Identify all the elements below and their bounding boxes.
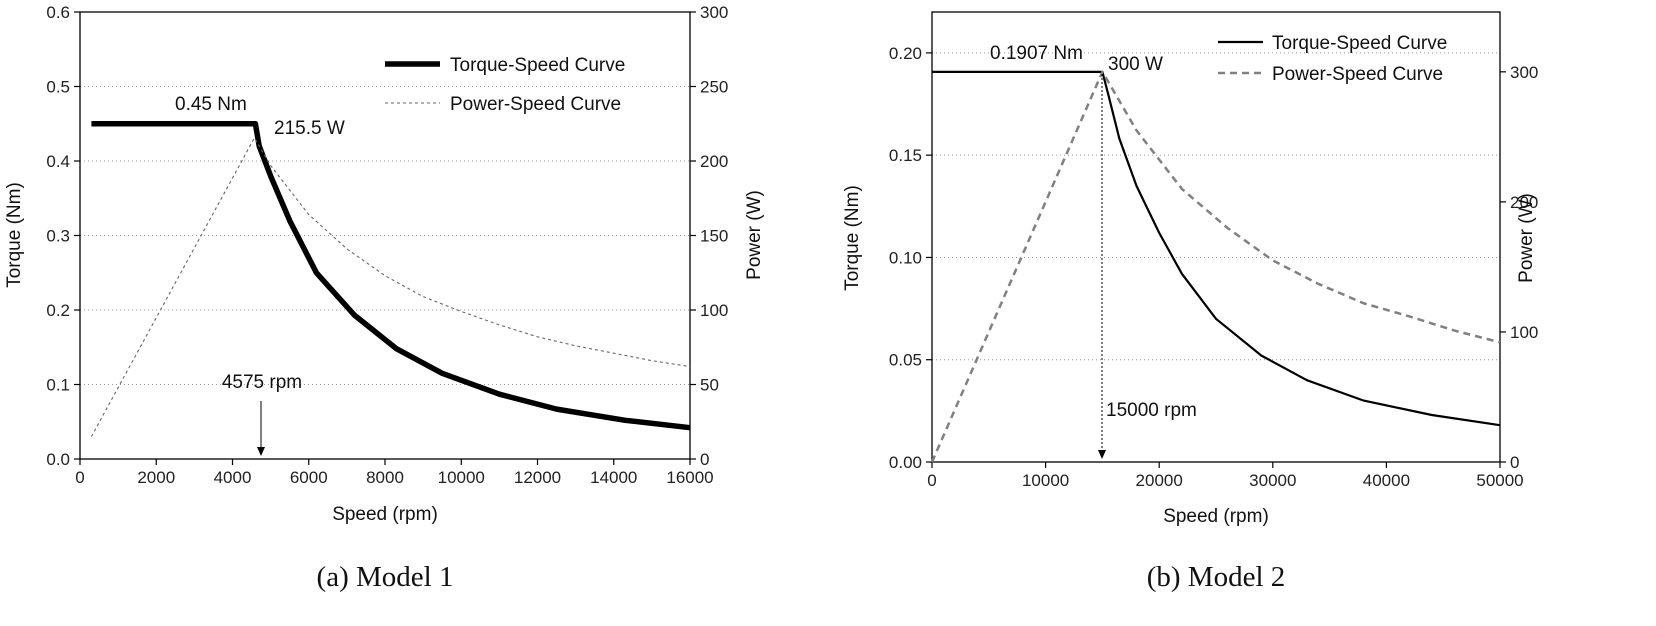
legend-label: Torque-Speed Curve	[1272, 33, 1447, 54]
y-tick-label: 0.0	[46, 450, 70, 469]
legend-label: Torque-Speed Curve	[450, 55, 625, 76]
y2-tick-label: 300	[1510, 63, 1538, 82]
y-tick-label: 0.1	[46, 376, 70, 395]
legend-label: Power-Speed Curve	[450, 94, 621, 115]
grid-lines	[80, 86, 690, 385]
y2-axis-label: Power (W)	[744, 190, 765, 280]
torque-annotation: 0.1907 Nm	[990, 43, 1083, 64]
y2-tick-label: 200	[700, 152, 728, 171]
power-annotation: 300 W	[1108, 54, 1163, 75]
y-tick-label: 0.00	[889, 453, 922, 472]
y-tick-label: 0.15	[889, 146, 922, 165]
power-speed-line	[930, 70, 1501, 463]
y2-axis-ticks: 0 50 100 150 200 250 300	[690, 3, 728, 469]
x-axis-label: Speed (rpm)	[332, 504, 438, 525]
y-axis-label: Torque (Nm)	[4, 182, 25, 288]
x-tick-label: 10000	[1022, 471, 1069, 490]
torque-speed-line	[932, 70, 1501, 427]
y-tick-label: 0.5	[46, 78, 70, 97]
y-tick-label: 0.2	[46, 301, 70, 320]
x-tick-label: 16000	[666, 468, 713, 487]
chart-model-1: 0 2000 4000 6000 8000 10000 12000 14000 16000 0.…	[4, 3, 765, 593]
x-tick-label: 14000	[590, 468, 637, 487]
y-tick-label: 0.05	[889, 351, 922, 370]
power-speed-line	[90, 137, 691, 437]
y2-tick-label: 250	[700, 78, 728, 97]
y2-tick-label: 0	[1510, 453, 1519, 472]
y-tick-label: 0.4	[46, 152, 70, 171]
y2-tick-label: 100	[700, 301, 728, 320]
y2-tick-label: 50	[700, 376, 719, 395]
speed-annotation: 15000 rpm	[1106, 400, 1197, 421]
y-tick-label: 0.20	[889, 44, 922, 63]
x-tick-label: 0	[927, 471, 936, 490]
legend-label: Power-Speed Curve	[1272, 64, 1443, 85]
speed-arrow-head	[1098, 450, 1106, 459]
chart-caption: (a) Model 1	[317, 561, 454, 593]
y2-tick-label: 100	[1510, 323, 1538, 342]
x-tick-label: 2000	[137, 468, 175, 487]
annotation-group: 0.1907 Nm 300 W 15000 rpm	[990, 43, 1197, 459]
x-tick-label: 12000	[514, 468, 561, 487]
speed-annotation: 4575 rpm	[222, 372, 302, 393]
chart-caption: (b) Model 2	[1147, 561, 1286, 593]
y2-axis-ticks: 0 100 200 300	[1500, 63, 1538, 472]
legend: Torque-Speed Curve Power-Speed Curve	[385, 55, 625, 115]
series-group	[90, 121, 691, 437]
x-tick-label: 40000	[1363, 471, 1410, 490]
x-tick-label: 0	[75, 468, 84, 487]
x-tick-label: 4000	[214, 468, 252, 487]
y2-tick-label: 0	[700, 450, 709, 469]
y-axis-label: Torque (Nm)	[842, 185, 863, 291]
x-tick-label: 6000	[290, 468, 328, 487]
y2-tick-label: 200	[1510, 193, 1538, 212]
annotation-group: 0.45 Nm 215.5 W 4575 rpm	[175, 94, 345, 456]
chart-model-2: 0 10000 20000 30000 40000 50000 0.000.050.100…	[842, 11, 1538, 593]
y-tick-label: 0.10	[889, 248, 922, 267]
y2-tick-label: 150	[700, 227, 728, 246]
y-axis-ticks: 0.0 0.1 0.2 0.3 0.4 0.5 0.6	[46, 3, 80, 469]
y-axis-ticks: 0.00 0.05 0.10 0.15 0.20	[889, 44, 932, 472]
x-tick-label: 8000	[366, 468, 404, 487]
y-tick-label: 0.3	[46, 227, 70, 246]
x-tick-label: 10000	[438, 468, 485, 487]
series-group	[930, 70, 1501, 463]
power-annotation: 215.5 W	[274, 118, 345, 139]
grid-lines	[932, 52, 1500, 361]
x-axis-ticks: 0 10000 20000 30000 40000 50000	[927, 462, 1524, 490]
plot-frame	[931, 11, 1501, 463]
speed-arrow-head	[257, 447, 265, 456]
x-tick-label: 30000	[1249, 471, 1296, 490]
torque-annotation: 0.45 Nm	[175, 94, 247, 115]
legend: Torque-Speed Curve Power-Speed Curve	[1218, 33, 1447, 85]
y-tick-label: 0.6	[46, 3, 70, 22]
x-axis-label: Speed (rpm)	[1163, 506, 1269, 527]
torque-speed-line	[91, 121, 691, 431]
y2-tick-label: 300	[700, 3, 728, 22]
x-tick-label: 50000	[1476, 471, 1523, 490]
x-tick-label: 20000	[1136, 471, 1183, 490]
y2-axis-label: Power (W)	[1516, 193, 1537, 283]
x-axis-ticks: 0 2000 4000 6000 8000 10000 12000 14000 16000	[75, 459, 714, 487]
